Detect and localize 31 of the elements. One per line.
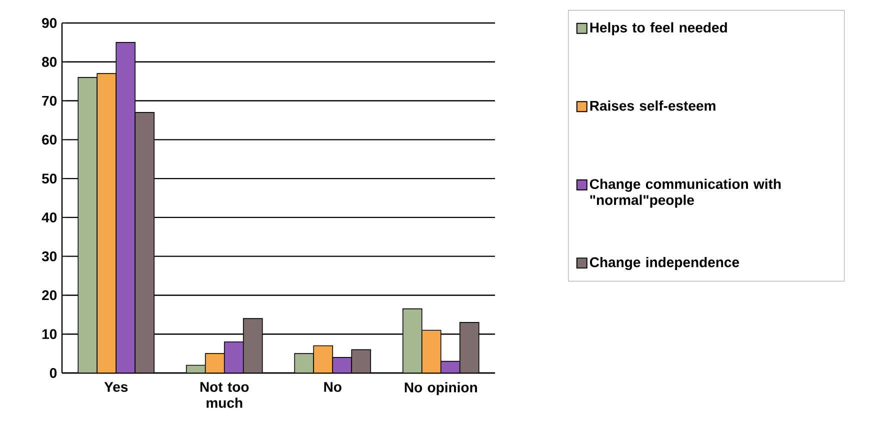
bar <box>459 322 480 373</box>
bar <box>135 112 154 373</box>
legend-label: Raises self-esteem <box>590 100 716 111</box>
bar <box>116 42 136 373</box>
y-tick-label: 10 <box>42 329 57 340</box>
bar <box>352 350 371 373</box>
x-tick-label: Not too much <box>200 382 249 408</box>
bar <box>421 330 442 373</box>
y-tick-label: 20 <box>42 290 57 300</box>
x-tick-label: No opinion <box>404 382 477 396</box>
y-tick-label: 80 <box>42 56 57 67</box>
y-tick-label: 40 <box>42 212 57 222</box>
bar <box>243 318 262 373</box>
legend-label: Change communication with "normal"people <box>590 178 781 208</box>
x-tick-label: Yes <box>104 382 128 392</box>
x-tick-label: No <box>324 382 342 392</box>
y-tick-label: 0 <box>50 368 57 378</box>
legend-label: Change independence <box>590 256 740 270</box>
y-tick-label: 30 <box>42 251 57 262</box>
y-tick-label: 60 <box>42 134 57 145</box>
bar <box>314 346 333 373</box>
y-tick-label: 70 <box>42 96 57 106</box>
bar <box>97 74 116 373</box>
bar <box>224 342 244 373</box>
bar <box>402 308 422 373</box>
bar <box>205 354 224 373</box>
legend-label: Helps to feel needed <box>590 22 727 36</box>
bar <box>78 77 98 373</box>
y-tick-label: 50 <box>42 174 57 184</box>
y-tick-label: 90 <box>42 18 57 28</box>
bar <box>294 354 314 373</box>
